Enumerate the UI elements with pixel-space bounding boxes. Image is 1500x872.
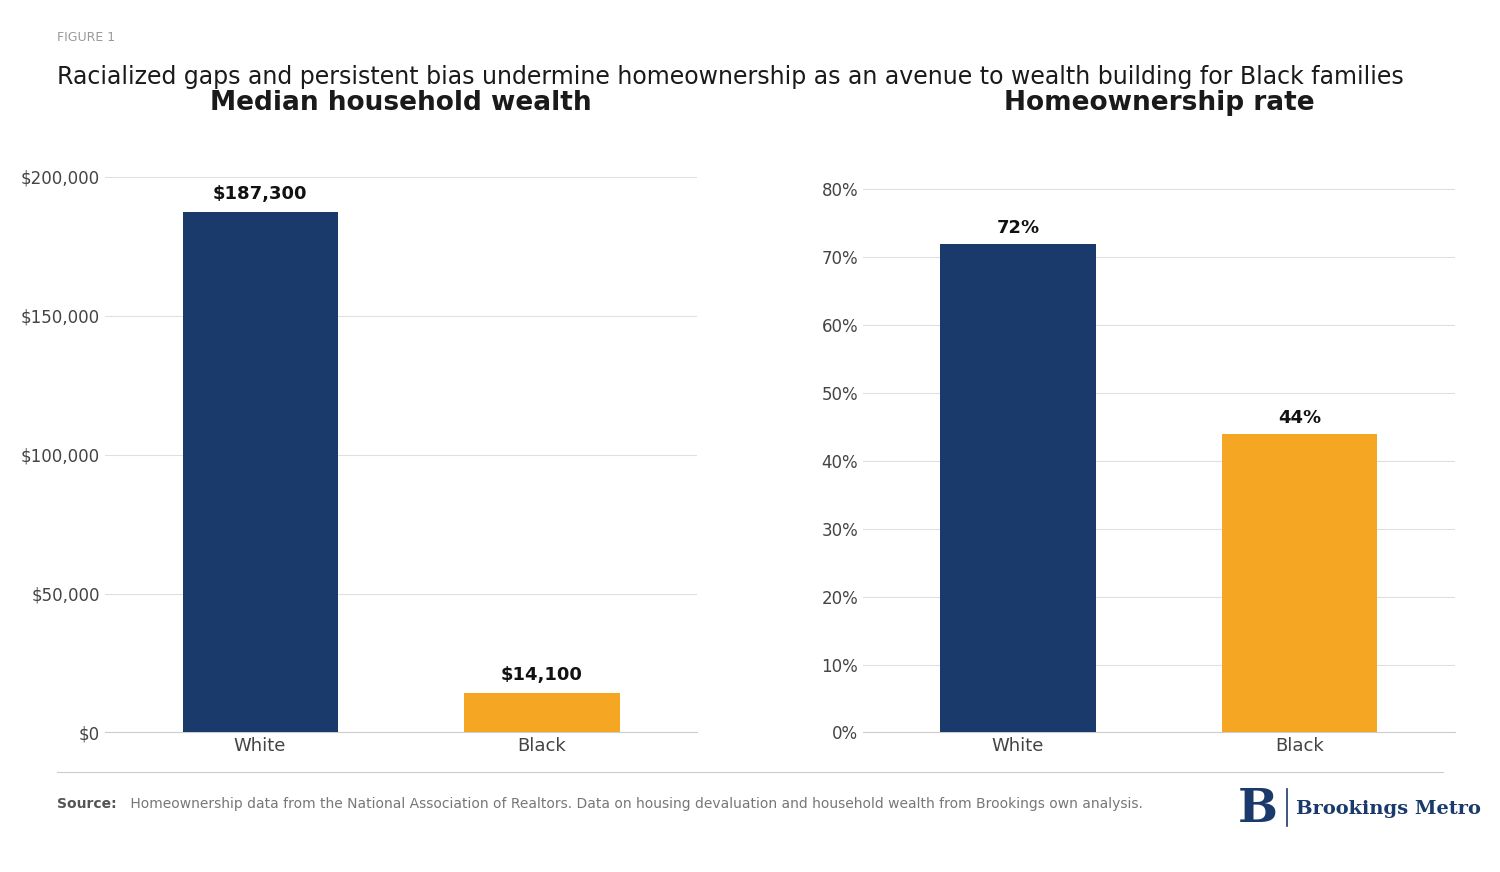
Text: $187,300: $187,300 [213,185,308,203]
Text: Brookings Metro: Brookings Metro [1296,800,1480,818]
Text: $14,100: $14,100 [501,666,584,685]
Bar [183,212,338,732]
Bar [1222,434,1377,732]
Title: Homeownership rate: Homeownership rate [1004,90,1314,116]
Bar [940,244,1095,732]
Title: Median household wealth: Median household wealth [210,90,592,116]
Text: Homeownership data from the National Association of Realtors. Data on housing de: Homeownership data from the National Ass… [126,797,1143,811]
Text: Racialized gaps and persistent bias undermine homeownership as an avenue to weal: Racialized gaps and persistent bias unde… [57,65,1404,90]
Text: 44%: 44% [1278,409,1322,427]
Bar [465,693,620,732]
Text: Source:: Source: [57,797,117,811]
Text: 72%: 72% [996,219,1039,237]
Text: FIGURE 1: FIGURE 1 [57,31,116,44]
Text: B: B [1238,787,1278,832]
